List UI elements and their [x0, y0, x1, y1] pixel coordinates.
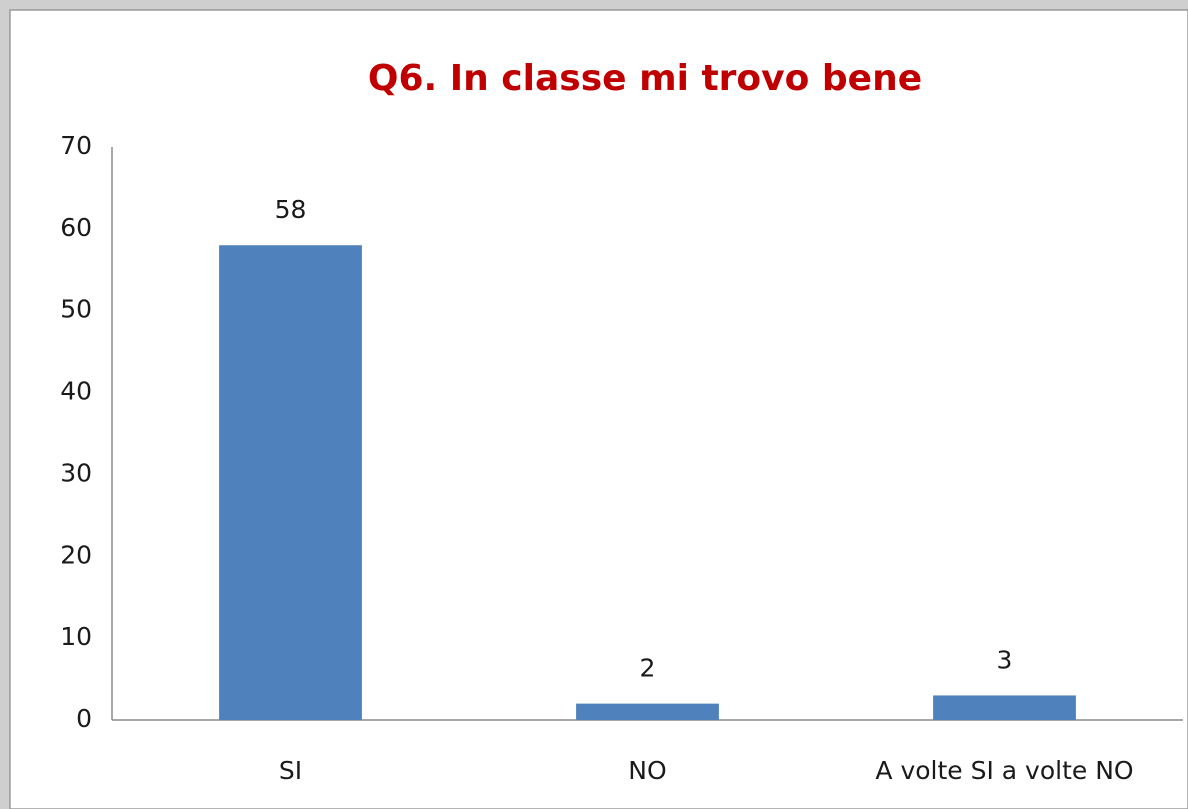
chart-title: Q6. In classe mi trovo bene [368, 58, 922, 99]
data-label: 3 [997, 645, 1013, 674]
x-tick-label: SI [279, 756, 302, 785]
data-label: 58 [275, 195, 307, 224]
y-tick-label: 0 [76, 704, 92, 733]
bar [576, 703, 719, 720]
y-tick-label: 40 [60, 377, 92, 406]
y-tick-label: 10 [60, 622, 92, 651]
chart-panel [9, 9, 1188, 809]
y-tick-label: 20 [60, 540, 92, 569]
bar [933, 695, 1076, 720]
x-tick-label: NO [628, 756, 666, 785]
y-tick-label: 60 [60, 213, 92, 242]
bar [219, 245, 362, 720]
y-tick-label: 30 [60, 458, 92, 487]
data-label: 2 [640, 654, 656, 683]
y-tick-label: 50 [60, 295, 92, 324]
x-tick-label: A volte SI a volte NO [875, 756, 1133, 785]
y-tick-label: 70 [60, 131, 92, 160]
